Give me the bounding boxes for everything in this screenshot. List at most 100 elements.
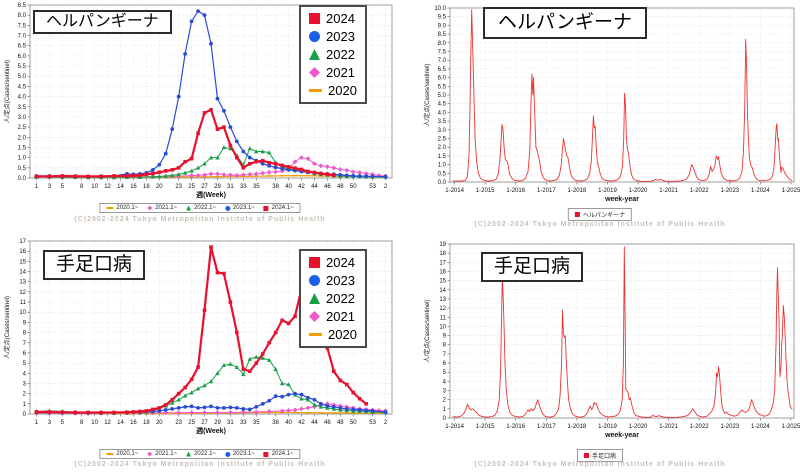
chart-panel-herpangina-by-year: 0.0 0.5 1.0 1.5 2.0 2.5 3.0 3.5 4.0 4.5 5.0 5.5 6.0 6… [400, 0, 800, 236]
legend-item: 2024.1~ [263, 205, 294, 211]
copyright-text: (C)2002-2024 Tokyo Metropolitan Institut… [74, 216, 326, 223]
svg-text:4.5: 4.5 [18, 84, 27, 90]
svg-text:44: 44 [311, 184, 318, 190]
svg-text:12: 12 [439, 306, 446, 312]
svg-text:1-2018: 1-2018 [568, 188, 587, 194]
svg-text:9: 9 [443, 334, 447, 340]
square-marker-icon [583, 453, 589, 458]
svg-text:7: 7 [443, 352, 447, 358]
svg-text:人/定点(Cases/sentinel): 人/定点(Cases/sentinel) [423, 299, 431, 362]
chart-panel-herpangina-by-week: 0.0 0.5 1.0 1.5 2.0 2.5 3.0 3.5 4.0 4.5 5.0 5.5 6.0 6… [0, 0, 400, 236]
legend-item: 2023 [309, 29, 357, 44]
svg-text:1-2025: 1-2025 [782, 424, 800, 430]
svg-text:5.5: 5.5 [438, 84, 447, 90]
svg-text:1-2024: 1-2024 [751, 424, 770, 430]
svg-text:7.0: 7.0 [438, 58, 447, 64]
svg-text:10.0: 10.0 [434, 6, 446, 12]
svg-text:11: 11 [20, 300, 27, 306]
svg-text:46: 46 [324, 184, 331, 190]
svg-text:15: 15 [439, 279, 446, 285]
svg-text:6: 6 [443, 361, 447, 367]
svg-text:0: 0 [443, 416, 447, 422]
series-legend: 2020.1~ 2021.1~ 2022.1~ 2023.1~ 2024.1~ [99, 449, 301, 459]
legend-label: 2023 [326, 29, 355, 44]
svg-text:1-2025: 1-2025 [782, 188, 800, 194]
svg-text:1-2022: 1-2022 [690, 424, 709, 430]
svg-text:1: 1 [443, 407, 447, 413]
legend-item: 2024 [309, 255, 357, 270]
svg-text:1-2024: 1-2024 [751, 188, 770, 194]
svg-text:1-2019: 1-2019 [598, 188, 617, 194]
svg-text:16: 16 [130, 420, 137, 426]
herpangina-weekly-chart-canvas: 0.0 0.5 1.0 1.5 2.0 2.5 3.0 3.5 4.0 4.5 5.0 5.5 6.0 6… [3, 3, 393, 199]
svg-text:53: 53 [369, 184, 376, 190]
svg-text:14: 14 [439, 288, 446, 294]
svg-text:35: 35 [253, 184, 260, 190]
svg-text:4.0: 4.0 [438, 110, 447, 116]
svg-text:1: 1 [23, 402, 27, 408]
svg-text:38: 38 [272, 184, 279, 190]
svg-text:10: 10 [91, 184, 98, 190]
svg-text:16: 16 [130, 184, 137, 190]
legend-item: 2021 [309, 309, 357, 324]
svg-text:1-2015: 1-2015 [476, 424, 495, 430]
svg-text:25: 25 [188, 420, 195, 426]
circle-marker-icon [224, 205, 230, 211]
legend-label: 2023.1~ [232, 451, 255, 457]
svg-text:6.5: 6.5 [438, 67, 447, 73]
legend-label: 2023.1~ [232, 205, 255, 211]
svg-text:4.0: 4.0 [18, 95, 27, 101]
svg-text:0: 0 [23, 412, 27, 418]
svg-text:1-2020: 1-2020 [629, 424, 648, 430]
diamond-marker-icon [147, 205, 153, 211]
svg-text:0.5: 0.5 [18, 166, 27, 172]
svg-text:1-2014: 1-2014 [445, 424, 464, 430]
legend-item: 2021.1~ [147, 451, 177, 457]
legend-item: 2022 [309, 291, 357, 306]
svg-text:15: 15 [19, 259, 26, 265]
dash-marker-icon [106, 453, 114, 455]
svg-text:3: 3 [48, 420, 52, 426]
svg-text:5: 5 [443, 370, 447, 376]
svg-text:29: 29 [214, 184, 221, 190]
legend-item: 2020 [309, 327, 357, 342]
svg-text:3.0: 3.0 [18, 115, 27, 121]
legend-item: 2020.1~ [106, 205, 138, 211]
svg-text:29: 29 [214, 420, 221, 426]
svg-text:40: 40 [285, 184, 292, 190]
legend-label: 2021 [326, 309, 355, 324]
svg-text:31: 31 [227, 184, 234, 190]
svg-text:5.0: 5.0 [18, 74, 27, 80]
svg-text:18: 18 [439, 251, 446, 257]
svg-text:48: 48 [337, 420, 344, 426]
legend-item: ヘルパンギーナ [574, 210, 625, 219]
svg-text:1.5: 1.5 [438, 154, 447, 160]
svg-text:42: 42 [298, 184, 305, 190]
svg-text:40: 40 [285, 420, 292, 426]
triangle-marker-icon [186, 451, 192, 457]
copyright-text: (C)2002-2024 Tokyo Metropolitan Institut… [474, 461, 726, 468]
svg-text:7.5: 7.5 [438, 50, 447, 56]
diamond-marker-icon [309, 311, 320, 322]
dash-marker-icon [309, 333, 322, 336]
svg-text:12: 12 [104, 184, 111, 190]
svg-text:8: 8 [23, 331, 27, 337]
chart-title: ヘルパンギーナ [498, 12, 632, 33]
svg-text:20: 20 [156, 420, 163, 426]
svg-text:20: 20 [156, 184, 163, 190]
circle-marker-icon [309, 275, 320, 286]
svg-text:8.5: 8.5 [18, 3, 27, 9]
svg-text:18: 18 [143, 184, 150, 190]
legend-label: 2024 [326, 255, 355, 270]
svg-text:23: 23 [175, 420, 182, 426]
svg-text:2: 2 [384, 420, 388, 426]
svg-text:3: 3 [48, 184, 52, 190]
chart-panel-hfmd-by-week: 0 1 2 3 4 5 6 7 8 9 10 11 12 13 14 15 16 17 1 3 5 8 10 12 14 16 18… [0, 236, 400, 472]
legend-label: 手足口病 [591, 454, 617, 460]
chart-title: ヘルパンギーナ [46, 13, 159, 30]
svg-text:1-2015: 1-2015 [476, 188, 495, 194]
legend-label: 2022.1~ [194, 205, 216, 211]
legend-item: 2020.1~ [106, 451, 138, 457]
